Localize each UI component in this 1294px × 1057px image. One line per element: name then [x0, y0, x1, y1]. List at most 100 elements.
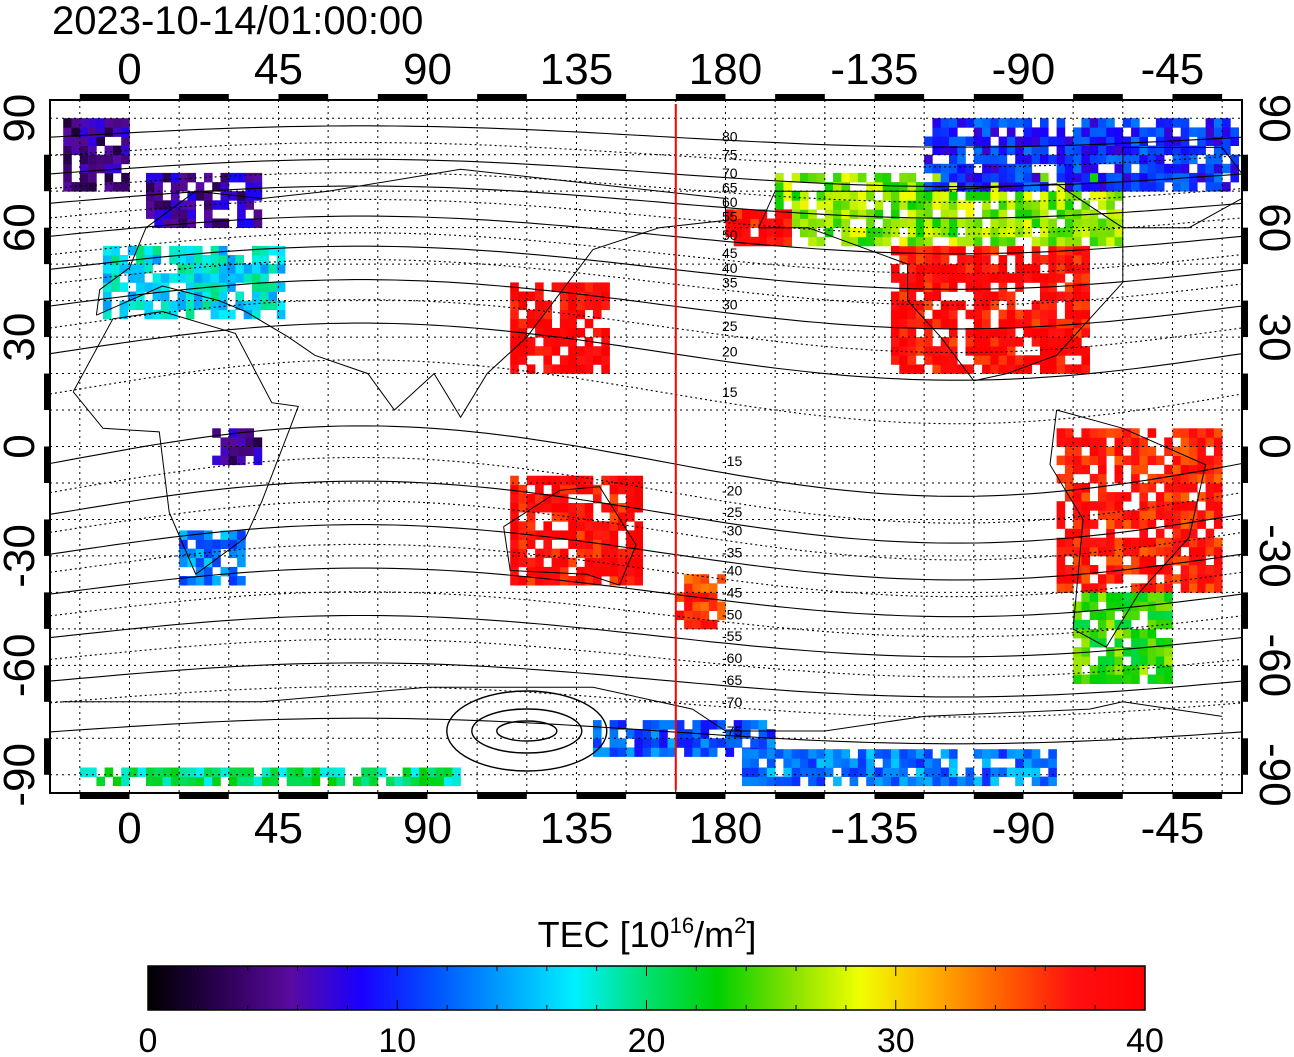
- tec-cell: [816, 776, 826, 787]
- tec-cell: [1006, 127, 1016, 137]
- tec-cell: [212, 182, 221, 192]
- tec-cell: [1031, 767, 1041, 777]
- tec-cell: [1197, 464, 1206, 475]
- tec-cell: [1155, 610, 1165, 621]
- map-frame: [49, 99, 1243, 794]
- tec-cell: [218, 273, 228, 283]
- tec-cell: [824, 200, 834, 210]
- longitude-tick-label-bottom: -90: [992, 804, 1056, 853]
- tec-cell: [1139, 492, 1148, 502]
- tec-cell: [940, 118, 950, 128]
- tec-cell: [1180, 118, 1190, 128]
- tec-cell: [112, 163, 122, 174]
- tec-cell: [841, 758, 850, 768]
- magnetic-latitude-contour: [50, 259, 1242, 306]
- tec-cell: [1040, 172, 1049, 183]
- tec-cell: [1040, 218, 1049, 228]
- tec-cell: [990, 209, 999, 219]
- tec-cell: [543, 539, 552, 549]
- tec-cell: [998, 282, 1008, 292]
- tec-cell: [1213, 537, 1223, 548]
- longitude-tick-label-bottom: -45: [1141, 804, 1205, 853]
- tec-cell: [1089, 437, 1099, 447]
- tec-cell: [1213, 163, 1223, 174]
- tec-cell: [1098, 172, 1107, 183]
- tec-cell: [510, 300, 519, 311]
- tec-cell: [79, 767, 89, 777]
- tec-cell: [204, 566, 213, 577]
- tec-cell: [758, 749, 768, 759]
- tec-cell: [146, 767, 155, 777]
- tec-cell: [1147, 145, 1157, 156]
- tec-cell: [899, 236, 908, 247]
- tec-cell: [957, 364, 966, 374]
- tec-cell: [766, 758, 776, 768]
- tec-cell: [1089, 519, 1099, 529]
- tec-cell: [1023, 136, 1033, 146]
- tec-cell: [1164, 610, 1173, 621]
- tec-cell: [1048, 273, 1057, 283]
- tec-cell: [1064, 328, 1074, 338]
- tec-cell: [1122, 492, 1132, 502]
- tec-cell: [1089, 163, 1099, 174]
- tec-cell: [260, 245, 269, 256]
- tec-cell: [568, 346, 577, 356]
- tec-cell: [551, 512, 561, 522]
- tec-cell: [559, 493, 569, 504]
- tec-cell: [973, 255, 983, 265]
- tec-cell: [1139, 656, 1148, 666]
- tec-cell: [237, 437, 246, 447]
- tec-cell: [227, 264, 236, 274]
- tec-cell: [742, 729, 751, 739]
- tec-cell: [1205, 528, 1215, 539]
- tec-cell: [940, 172, 950, 183]
- tec-cell: [535, 291, 544, 301]
- tec-cell: [568, 355, 577, 365]
- tec-cell: [1180, 455, 1190, 466]
- tec-cell: [1155, 601, 1165, 611]
- tec-cell: [1040, 273, 1049, 283]
- tec-cell: [742, 236, 751, 247]
- tec-cell: [990, 154, 999, 165]
- tec-cell: [559, 328, 569, 338]
- coastlines: [63, 146, 1242, 732]
- tec-cell: [253, 437, 263, 447]
- tec-cell: [800, 749, 809, 759]
- tec-cell: [634, 539, 643, 549]
- tec-cell: [1098, 583, 1107, 593]
- tec-cell: [1098, 200, 1107, 210]
- tec-cell: [1131, 118, 1140, 128]
- tec-cell: [576, 328, 586, 338]
- tec-cell: [758, 227, 768, 238]
- colorbar-title-exponent: 16: [670, 913, 694, 938]
- tec-cell: [1031, 749, 1041, 759]
- tec-cell: [1081, 291, 1090, 301]
- tec-cell: [88, 154, 97, 165]
- tec-cell: [1164, 674, 1173, 684]
- tec-cell: [973, 227, 983, 238]
- tec-cell: [1015, 182, 1024, 192]
- longitude-tick-label-top: -90: [992, 45, 1056, 94]
- tec-cell: [1081, 601, 1090, 611]
- tec-cell: [220, 455, 230, 466]
- magnetic-latitude-label: 65: [722, 180, 738, 196]
- tec-cell: [1064, 200, 1074, 210]
- colorbar-title: TEC [1016/m2]: [538, 913, 757, 955]
- tec-cell: [559, 291, 569, 301]
- colorbar-tick-label: 0: [139, 1022, 158, 1057]
- tec-cell: [510, 503, 519, 513]
- colorbar-title-suffix: ]: [746, 914, 756, 955]
- tec-cell: [733, 227, 743, 238]
- tec-cell: [1006, 291, 1016, 301]
- tec-cell: [228, 539, 238, 549]
- tec-cell: [924, 136, 933, 146]
- tec-cell: [617, 512, 627, 522]
- tec-cell: [154, 218, 163, 228]
- tec-cell: [1098, 182, 1107, 192]
- tec-data-layer: [63, 118, 1239, 787]
- tec-cell: [1056, 273, 1066, 283]
- tec-cell: [949, 282, 958, 292]
- tec-cell: [1139, 455, 1148, 466]
- tec-cell: [268, 300, 278, 311]
- tec-cell: [1089, 473, 1099, 484]
